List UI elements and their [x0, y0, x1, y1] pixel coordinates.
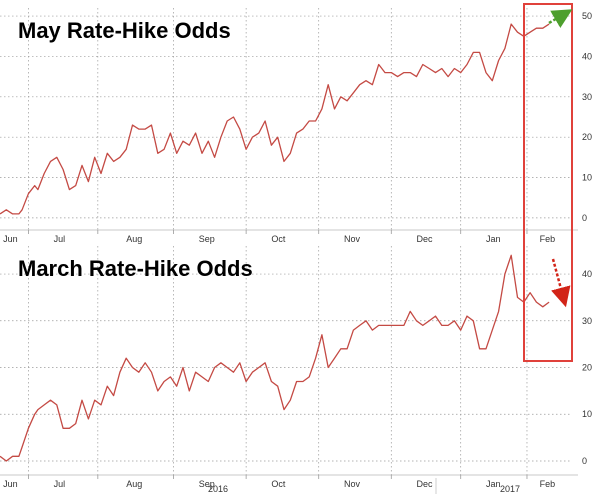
march-x-tick-label: Jun: [3, 479, 18, 489]
may-y-tick-label: 20: [582, 132, 592, 142]
march-y-tick-label: 40: [582, 269, 592, 279]
may-y-tick-label: 40: [582, 51, 592, 61]
may-x-tick-label: Jul: [54, 234, 66, 244]
may-chart-panel: Jun Jul Aug Sep Oct Nov Dec Jan Feb 01020304050 …: [0, 8, 592, 244]
march-x-tick-label: Jul: [54, 479, 66, 489]
march-x-tick-label: Nov: [344, 479, 361, 489]
may-chart-title: May Rate-Hike Odds: [18, 18, 231, 43]
may-grid: [0, 8, 570, 230]
may-odds-series-line: [0, 23, 550, 215]
may-x-tick-label: Nov: [344, 234, 361, 244]
march-x-tick-label: Aug: [126, 479, 142, 489]
may-x-ticks: Jun Jul Aug Sep Oct Nov Dec Jan Feb: [3, 230, 555, 244]
may-y-tick-label: 50: [582, 11, 592, 21]
may-x-tick-label: Aug: [126, 234, 142, 244]
down-trend-arrow-icon: [551, 258, 571, 308]
march-x-tick-label: Sep: [199, 479, 215, 489]
march-x-tick-label: Dec: [417, 479, 434, 489]
year-label-2017: 2017: [500, 484, 520, 494]
march-x-tick-label: Jan: [486, 479, 501, 489]
march-x-ticks: Jun Jul Aug Sep Oct Nov Dec Jan Feb: [3, 475, 555, 489]
may-y-tick-label: 10: [582, 173, 592, 183]
march-odds-series-line: [0, 254, 550, 462]
march-chart-title: March Rate-Hike Odds: [18, 256, 253, 281]
may-x-tick-label: Sep: [199, 234, 215, 244]
february-highlight-box: [523, 3, 573, 362]
may-x-tick-label: Jan: [486, 234, 501, 244]
year-label-2016: 2016: [208, 484, 228, 494]
may-y-tick-label: 30: [582, 92, 592, 102]
march-x-tick-label: Feb: [540, 479, 556, 489]
may-x-tick-label: Dec: [417, 234, 434, 244]
may-y-tick-label: 0: [582, 213, 587, 223]
march-y-tick-label: 10: [582, 409, 592, 419]
may-x-tick-label: Feb: [540, 234, 556, 244]
may-x-tick-label: Oct: [271, 234, 286, 244]
march-y-tick-label: 0: [582, 456, 587, 466]
march-y-tick-label: 20: [582, 363, 592, 373]
march-chart-panel: Jun Jul Aug Sep Oct Nov Dec Jan Feb 0 10 20 30 40 Ma…: [0, 246, 592, 489]
march-x-tick-label: Oct: [271, 479, 286, 489]
up-trend-arrow-icon: [548, 9, 573, 28]
year-labels: 2016 2017: [208, 478, 520, 494]
march-y-tick-label: 30: [582, 316, 592, 326]
march-grid: [0, 246, 570, 475]
may-y-ticks: 0 10 20 30 40 50: [582, 11, 592, 223]
march-y-ticks: 0 10 20 30 40: [582, 269, 592, 466]
may-x-tick-label: Jun: [3, 234, 18, 244]
